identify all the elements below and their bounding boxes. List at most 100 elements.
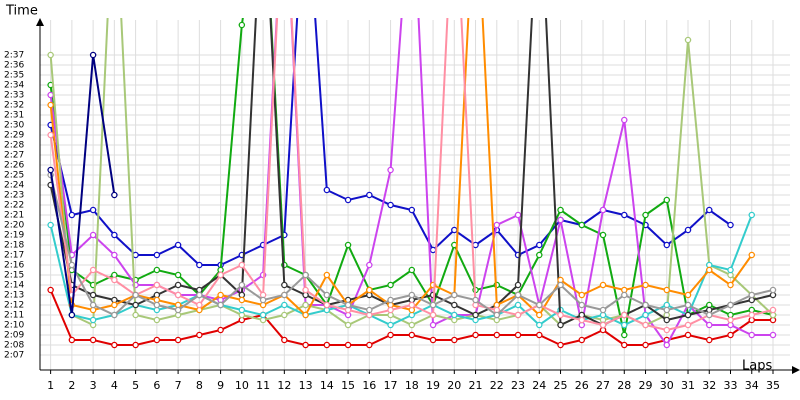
data-point [599, 306, 607, 314]
data-point [451, 226, 458, 234]
data-point [174, 271, 182, 279]
data-point [578, 301, 586, 309]
data-point [68, 336, 76, 344]
x-tick-label: 26 [575, 379, 589, 392]
y-tick-label: 2:34 [4, 81, 24, 91]
data-point [238, 21, 246, 29]
data-point [727, 301, 734, 309]
data-point [89, 51, 97, 59]
data-point [557, 341, 564, 349]
y-tick-label: 2:19 [4, 231, 24, 241]
data-point [366, 341, 373, 349]
data-point [89, 336, 97, 344]
y-tick-label: 2:07 [4, 351, 24, 361]
data-point [174, 281, 182, 289]
data-point [387, 296, 394, 304]
data-point [514, 281, 522, 289]
data-point [153, 281, 161, 289]
data-point [684, 36, 692, 44]
data-point [323, 271, 331, 279]
x-axis-arrow [792, 366, 800, 374]
data-point [408, 301, 416, 309]
data-point [153, 251, 161, 259]
y-tick-label: 2:21 [4, 211, 24, 221]
data-point [578, 316, 586, 324]
data-point [366, 286, 373, 294]
data-point [472, 331, 479, 339]
data-point [536, 311, 543, 319]
x-tick-label: 31 [681, 379, 695, 392]
data-point [557, 311, 564, 319]
x-tick-label: 6 [153, 379, 160, 392]
data-point [429, 246, 437, 254]
data-point [599, 281, 607, 289]
data-point [323, 301, 331, 309]
data-point [642, 311, 649, 319]
data-point [174, 241, 182, 249]
data-point [47, 221, 54, 229]
y-tick-label: 2:18 [4, 241, 24, 251]
data-point [238, 306, 246, 314]
data-point [684, 331, 692, 339]
data-point [451, 301, 458, 309]
data-point [68, 311, 76, 319]
data-point [663, 241, 671, 249]
y-tick-label: 2:32 [4, 101, 24, 111]
data-point [493, 311, 501, 319]
plot-area [47, 18, 777, 349]
data-point [217, 301, 224, 309]
data-point [408, 331, 416, 339]
data-point [196, 291, 203, 299]
data-point [706, 266, 713, 274]
data-point [89, 206, 97, 214]
data-point [557, 321, 564, 329]
y-tick-label: 2:12 [4, 301, 24, 311]
data-point [493, 221, 501, 229]
data-point [621, 116, 628, 124]
y-tick-label: 2:28 [4, 141, 24, 151]
data-point [281, 281, 288, 289]
data-point [536, 301, 543, 309]
x-tick-label: 22 [490, 379, 504, 392]
data-point [472, 296, 479, 304]
data-point [111, 341, 118, 349]
data-point [238, 261, 246, 269]
data-point [493, 331, 501, 339]
data-point [663, 196, 671, 204]
data-point [684, 321, 692, 329]
y-tick-label: 2:22 [4, 201, 24, 211]
data-point [387, 166, 394, 174]
data-point [89, 266, 97, 274]
x-tick-label: 5 [132, 379, 139, 392]
y-tick-label: 2:29 [4, 131, 24, 141]
data-point [514, 311, 522, 319]
y-tick-label: 2:31 [4, 111, 24, 121]
data-point [217, 291, 224, 299]
data-point [536, 331, 543, 339]
data-point [706, 311, 713, 319]
x-tick-label: 18 [405, 379, 419, 392]
data-point [153, 316, 161, 324]
data-point [684, 291, 692, 299]
data-point [111, 301, 118, 309]
x-tick-label: 3 [90, 379, 97, 392]
x-tick-label: 24 [532, 379, 546, 392]
data-point [429, 336, 437, 344]
y-tick-label: 2:20 [4, 221, 24, 231]
data-point [621, 331, 628, 339]
y-tick-label: 2:37 [4, 51, 24, 61]
data-point [451, 291, 458, 299]
data-point [663, 316, 671, 324]
x-tick-label: 27 [596, 379, 610, 392]
data-point [344, 301, 352, 309]
data-point [557, 216, 564, 224]
x-tick-label: 10 [235, 379, 249, 392]
data-point [387, 281, 394, 289]
y-tick-label: 2:36 [4, 61, 24, 71]
x-tick-label: 12 [277, 379, 291, 392]
data-point [451, 311, 458, 319]
data-point [366, 191, 373, 199]
data-point [302, 271, 309, 279]
data-point [89, 291, 97, 299]
data-point [153, 301, 161, 309]
